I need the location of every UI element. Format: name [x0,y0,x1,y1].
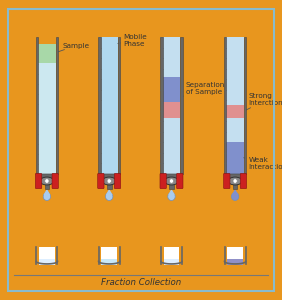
Bar [118,37,120,174]
Circle shape [45,179,49,183]
Polygon shape [160,174,183,181]
Bar [39,247,55,265]
FancyBboxPatch shape [224,173,230,189]
Bar [163,77,180,102]
Bar [244,37,246,174]
Text: Separation
of Sample: Separation of Sample [183,82,225,96]
Text: Weak
Interaction: Weak Interaction [244,157,282,170]
Bar [107,174,112,190]
Bar [163,37,180,174]
Bar [38,44,56,63]
Bar [45,174,49,190]
Bar [39,260,55,265]
Text: Sample: Sample [58,43,89,52]
Ellipse shape [105,193,113,200]
Polygon shape [232,190,238,195]
Bar [101,37,118,174]
FancyBboxPatch shape [160,173,166,189]
Text: Mobile
Phase: Mobile Phase [118,34,147,47]
FancyBboxPatch shape [240,173,246,189]
Bar [101,247,117,265]
Bar [226,37,244,174]
Bar [56,37,58,174]
Bar [36,37,38,174]
Ellipse shape [165,177,179,185]
Bar [227,260,243,265]
Text: Fraction Collection: Fraction Collection [101,278,181,287]
FancyBboxPatch shape [52,173,58,189]
Bar [101,260,117,265]
Bar [226,142,244,174]
Ellipse shape [40,177,54,185]
Circle shape [107,179,111,183]
FancyBboxPatch shape [98,173,104,189]
Polygon shape [98,174,120,181]
Circle shape [169,179,174,183]
Polygon shape [107,190,112,195]
FancyBboxPatch shape [114,173,121,189]
Ellipse shape [168,193,175,200]
Ellipse shape [232,193,239,200]
Ellipse shape [228,177,242,185]
Bar [164,260,179,265]
Bar [163,102,180,118]
Polygon shape [224,174,246,181]
Ellipse shape [43,193,50,200]
Ellipse shape [102,177,116,185]
Text: Strong
Interction: Strong Interction [246,93,282,110]
Polygon shape [169,190,174,195]
Bar [98,37,101,174]
Bar [164,247,179,265]
Bar [169,174,174,190]
Bar [160,37,163,174]
Bar [180,37,183,174]
Bar [38,44,56,174]
Bar [226,105,244,118]
Polygon shape [44,190,50,195]
Polygon shape [36,174,58,181]
FancyBboxPatch shape [177,173,183,189]
Bar [233,174,237,190]
Bar [227,247,243,265]
Circle shape [233,179,237,183]
FancyBboxPatch shape [36,173,42,189]
Bar [224,37,226,174]
